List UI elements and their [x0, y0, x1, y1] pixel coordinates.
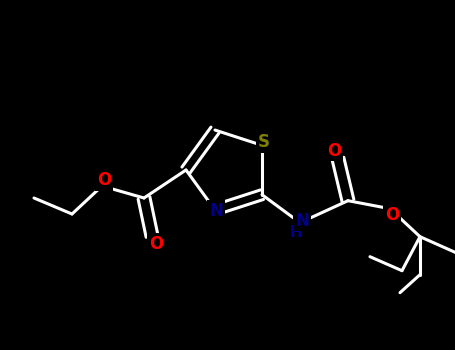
- Text: O: O: [385, 206, 399, 224]
- Text: N: N: [209, 202, 223, 220]
- Text: O: O: [97, 171, 111, 189]
- Text: H: H: [289, 225, 303, 240]
- Text: N: N: [295, 212, 309, 230]
- Text: O: O: [327, 142, 341, 160]
- Text: O: O: [149, 235, 163, 253]
- Text: S: S: [258, 133, 270, 151]
